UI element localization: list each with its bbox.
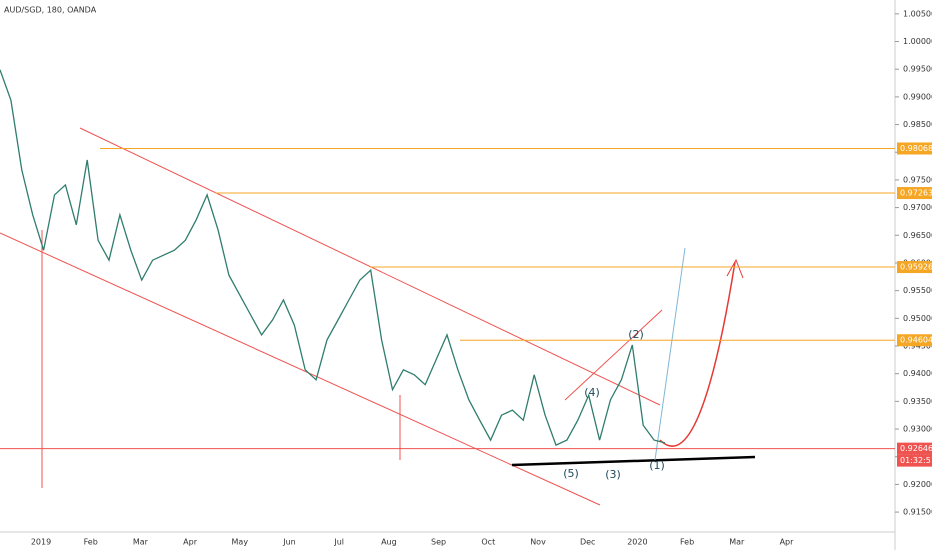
level-label: 0.95926 (900, 263, 932, 272)
projection-curve (659, 261, 736, 447)
trend-line (564, 309, 663, 401)
countdown-tag (897, 454, 932, 467)
x-tick-label: Mar (133, 538, 149, 547)
wave-label: (2) (628, 328, 644, 341)
x-tick-label: Aug (381, 538, 397, 547)
x-tick-label: 2020 (627, 538, 647, 547)
y-tick-label: 0.99500 (903, 65, 932, 74)
wave-label: (5) (563, 467, 579, 480)
level-label: 0.97263 (900, 189, 932, 198)
x-tick-label: Jun (282, 538, 296, 547)
wave-label: (3) (605, 468, 621, 481)
level-tag (897, 187, 932, 200)
y-tick-label: 1.00000 (903, 37, 932, 46)
level-tag (897, 334, 932, 347)
y-tick-label: 1.00500 (903, 9, 932, 18)
level-label: 0.98068 (900, 144, 932, 153)
x-tick-label: Dec (580, 538, 595, 547)
channel-lower (0, 232, 601, 506)
arrow-head (726, 258, 744, 279)
x-tick-label: Nov (530, 538, 546, 547)
level-tag (897, 261, 932, 274)
projection-line (654, 247, 686, 461)
x-tick-label: May (232, 538, 249, 547)
chart-title: AUD/SGD, 180, OANDA (4, 6, 97, 15)
x-tick-label: Apr (780, 538, 795, 547)
countdown: 01:32:51 (900, 456, 932, 465)
drawings (0, 127, 756, 506)
level-tag (897, 142, 932, 155)
level-tag (897, 442, 932, 455)
x-tick-label: Jul (333, 538, 344, 547)
support-line (511, 455, 756, 467)
level-label: 0.92646 (900, 444, 932, 453)
x-tick-label: Feb (84, 538, 98, 547)
price-line (0, 69, 666, 446)
level-label: 0.94604 (900, 336, 932, 345)
x-tick-label: Oct (481, 538, 495, 547)
x-tick-label: Mar (729, 538, 745, 547)
x-tick-label: Sep (431, 538, 446, 547)
x-tick-label: Apr (183, 538, 198, 547)
x-tick-label: 2019 (31, 538, 51, 547)
x-tick-label: Feb (680, 538, 694, 547)
wave-label: (4) (584, 386, 600, 399)
channel-upper (79, 127, 661, 406)
wave-label: (1) (649, 459, 665, 472)
